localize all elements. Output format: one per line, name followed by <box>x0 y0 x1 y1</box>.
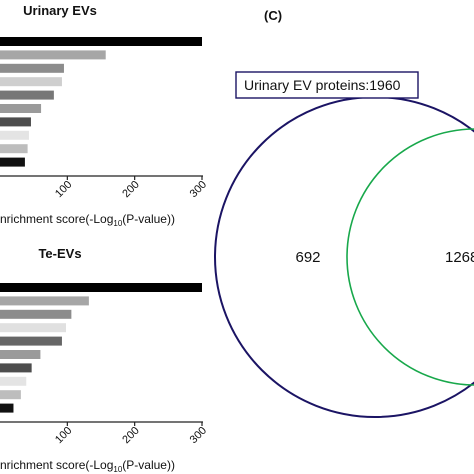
bar-4 <box>0 323 66 333</box>
x-tick-label: 300 <box>188 425 209 446</box>
bar-6 <box>0 350 41 359</box>
bar-2 <box>0 296 89 306</box>
bar-8 <box>0 376 27 386</box>
chart-title: Urinary EVs <box>23 3 97 18</box>
venn-circle-te <box>346 128 474 386</box>
x-axis-label: nrichment score(-Log10(P-value)) <box>0 458 175 474</box>
venn-left-count: 692 <box>295 249 320 266</box>
venn-circle-urinary <box>214 96 474 418</box>
x-tick-label: 300 <box>188 179 209 200</box>
bar-7 <box>0 363 32 373</box>
bar-4 <box>0 77 62 87</box>
x-axis-label: nrichment score(-Log10(P-value)) <box>0 212 175 228</box>
bar-group <box>0 37 202 167</box>
x-tick-label: 100 <box>53 425 74 446</box>
venn-label-box <box>235 71 419 99</box>
x-tick-label: 100 <box>53 179 74 200</box>
bar-chart-te-evs: Te-EVs 100 200 300 nrichment score(-Log10(… <box>0 246 209 474</box>
chart-title: Te-EVs <box>38 246 81 261</box>
bar-8 <box>0 130 29 140</box>
panel-label: (C) <box>264 8 282 23</box>
bar-5 <box>0 90 54 100</box>
x-ticks: 100 200 300 <box>53 422 209 446</box>
bar-9 <box>0 144 28 154</box>
bar-10 <box>0 157 25 167</box>
bar-6 <box>0 104 42 113</box>
bar-chart-urinary-evs: Urinary EVs 100 200 300 nrichment score(-L… <box>0 3 209 228</box>
bar-3 <box>0 309 72 319</box>
bar-10 <box>0 403 14 413</box>
bar-5 <box>0 336 62 346</box>
venn-box-label: Urinary EV proteins:1960 <box>244 77 401 93</box>
venn-diagram: (C) Urinary EV proteins:1960 692 1268 <box>214 8 474 418</box>
venn-overlap-count: 1268 <box>445 249 474 266</box>
bar-3 <box>0 63 64 73</box>
bar-1 <box>0 283 202 292</box>
bar-9 <box>0 390 21 400</box>
bar-group <box>0 283 202 413</box>
bar-7 <box>0 117 31 127</box>
bar-1 <box>0 37 202 46</box>
x-ticks: 100 200 300 <box>53 176 209 200</box>
x-tick-label: 200 <box>120 425 141 446</box>
x-tick-label: 200 <box>120 179 141 200</box>
bar-2 <box>0 50 106 60</box>
